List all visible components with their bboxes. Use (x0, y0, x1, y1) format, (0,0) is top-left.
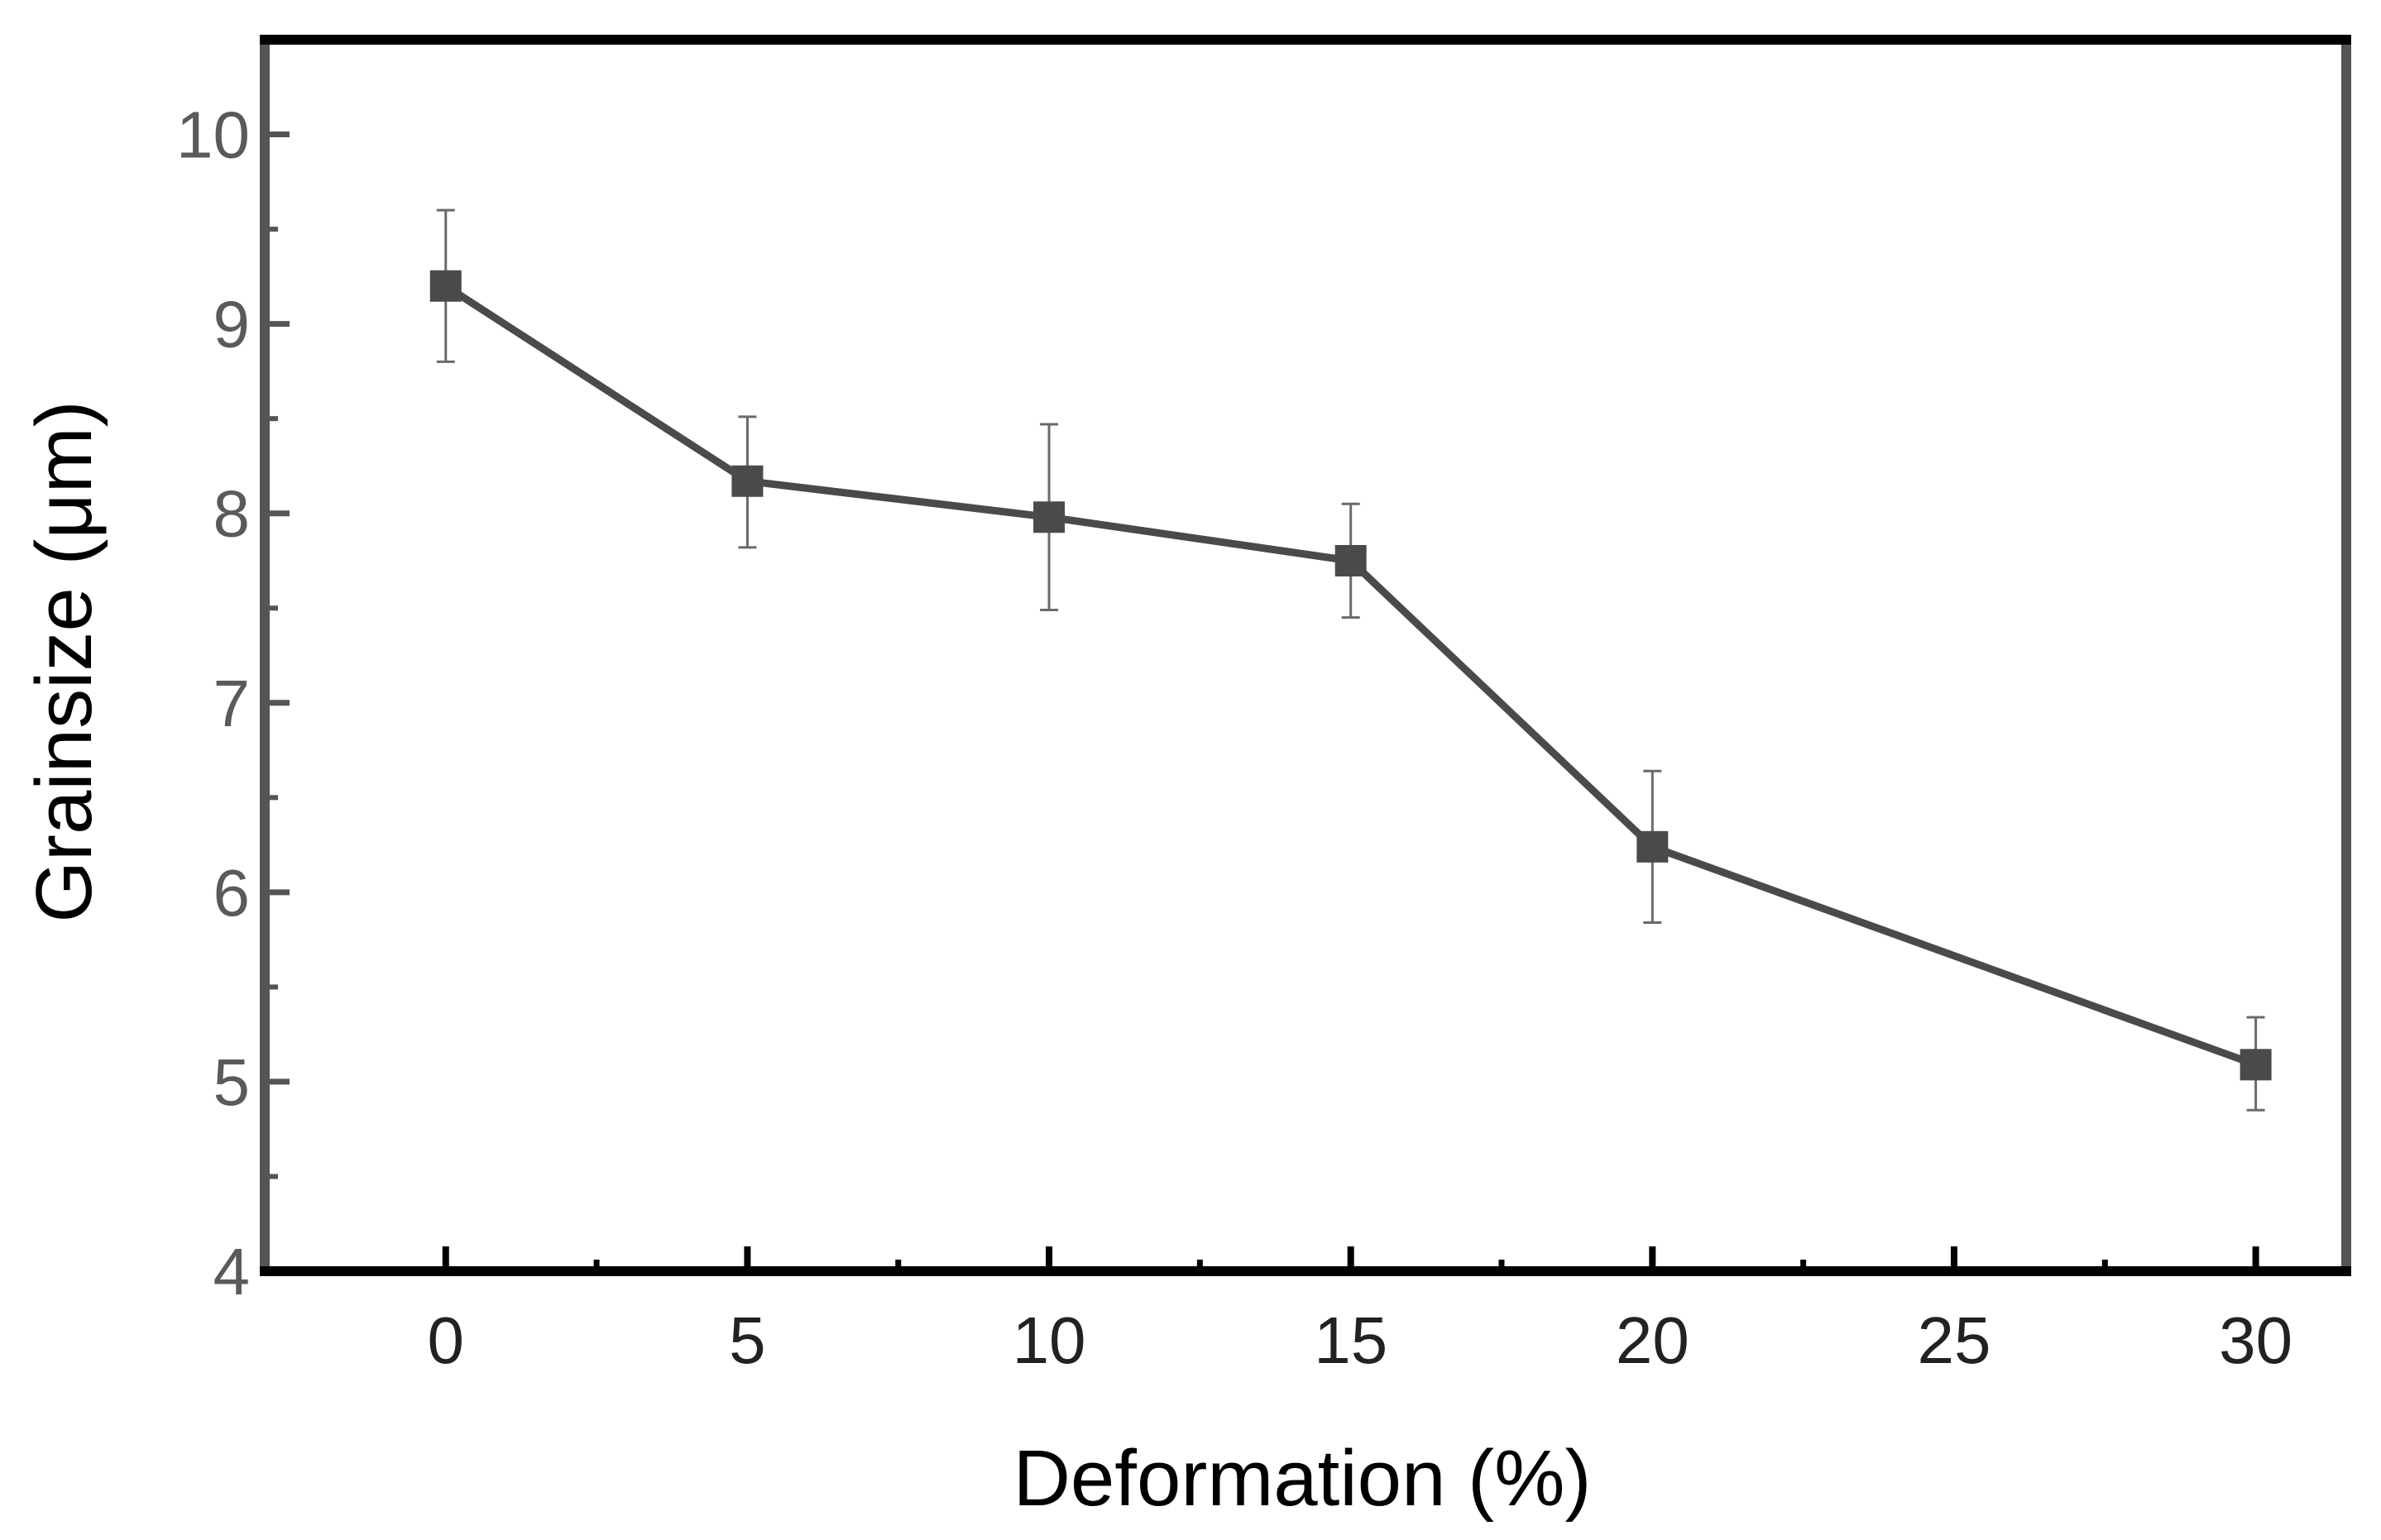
data-point-marker (429, 270, 462, 302)
y-tick-label: 10 (176, 98, 250, 172)
x-tick-label: 10 (1013, 1303, 1086, 1377)
y-tick-label: 8 (213, 477, 251, 551)
y-tick-label: 9 (213, 288, 251, 361)
series-layer (429, 208, 2272, 1112)
y-tick-label: 5 (213, 1045, 251, 1119)
plot-frame (260, 35, 2351, 1276)
x-axis-title: Deformation (%) (1013, 1434, 1592, 1523)
series-line (442, 282, 2260, 1069)
data-point-marker (2240, 1049, 2272, 1081)
x-tick-label: 5 (729, 1303, 766, 1377)
y-tick-label: 4 (213, 1235, 251, 1308)
data-point-marker (1033, 501, 1066, 533)
y-axis-title: Grainsize (μm) (20, 400, 108, 922)
x-tick-label: 15 (1314, 1303, 1387, 1377)
x-tick-label: 20 (1616, 1303, 1689, 1377)
y-tick-label: 6 (213, 856, 251, 930)
data-point-marker (1636, 830, 1669, 863)
x-tick-label: 30 (2219, 1303, 2292, 1377)
x-tick-label: 25 (1917, 1303, 1991, 1377)
data-point-marker (1334, 544, 1367, 576)
y-tick-label: 7 (213, 667, 251, 740)
x-tick-label: 0 (428, 1303, 465, 1377)
data-point-marker (731, 465, 764, 497)
ticks-layer: 4 5 6 7 8 9 10 0 5 10 15 20 25 30 (176, 98, 2292, 1377)
